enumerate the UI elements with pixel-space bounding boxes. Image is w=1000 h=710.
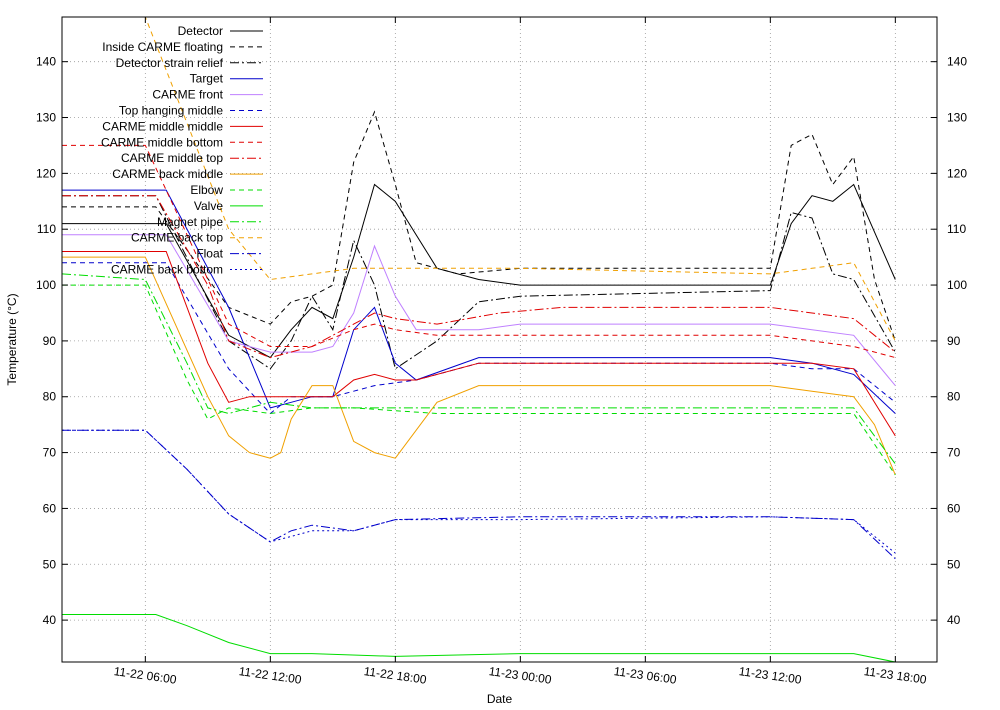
plot-frame — [61, 16, 938, 663]
y-tick-label-right: 140 — [947, 55, 967, 69]
y-tick-label: 60 — [43, 501, 57, 515]
y-axis-label: Temperature (°C) — [5, 293, 19, 385]
y-tick-label-right: 80 — [947, 390, 961, 404]
y-tick-label: 70 — [43, 446, 57, 460]
legend-label: Detector — [178, 24, 223, 38]
series-line-13 — [62, 17, 896, 342]
y-tick-label-right: 110 — [947, 222, 966, 236]
series-line-8 — [62, 195, 896, 359]
series-line-4 — [62, 234, 896, 386]
legend-label: Float — [196, 247, 223, 261]
y-tick-label: 50 — [43, 557, 57, 571]
legend-label: CARME middle top — [121, 151, 223, 165]
y-tick-label: 90 — [43, 334, 57, 348]
x-axis-label: Date — [487, 692, 513, 706]
series-line-12 — [62, 273, 896, 465]
y-tick-label-right: 90 — [947, 334, 961, 348]
legend-label: Elbow — [190, 183, 223, 197]
series-line-0 — [62, 183, 896, 359]
legend-label: CARME front — [152, 88, 223, 102]
y-tick-label: 100 — [36, 278, 56, 292]
y-tick-label: 140 — [36, 55, 56, 69]
legend-label: Detector strain relief — [116, 56, 224, 70]
y-tick-label: 110 — [37, 222, 56, 236]
y-tick-label: 80 — [43, 390, 57, 404]
legend-label: CARME back top — [131, 231, 223, 245]
y-tick-label-right: 130 — [947, 111, 967, 125]
x-tick-label: 11-23 12:00 — [738, 664, 803, 687]
legend-label: CARME back bottom — [111, 263, 223, 277]
series-line-9 — [62, 256, 896, 476]
x-tick-label: 11-22 18:00 — [363, 664, 428, 687]
y-tick-label-right: 50 — [947, 557, 961, 571]
series-line-5 — [62, 262, 896, 415]
y-tick-label-right: 120 — [947, 166, 967, 180]
y-tick-label-right: 60 — [947, 501, 961, 515]
legend-label: Target — [190, 72, 224, 86]
legend-label: CARME back middle — [112, 167, 223, 181]
x-tick-label: 11-23 06:00 — [613, 664, 678, 687]
series-line-11 — [62, 614, 896, 662]
legend-label: CARME middle bottom — [101, 135, 223, 149]
series-line-6 — [62, 251, 896, 437]
series-lines — [62, 17, 896, 662]
y-axis-left: 40 50 60 70 80 90 100 110 120 130 140 — [36, 55, 68, 627]
series-line-15 — [62, 429, 896, 554]
x-tick-label: 11-23 18:00 — [863, 664, 928, 687]
legend-label: Top hanging middle — [119, 104, 223, 118]
series-line-3 — [62, 189, 896, 414]
series-line-7 — [62, 144, 896, 359]
legend-label: CARME middle middle — [102, 119, 223, 133]
y-axis-right: 40 50 60 70 80 90 100 110 120 130 140 — [931, 55, 967, 627]
y-tick-label-right: 100 — [947, 278, 967, 292]
series-line-1 — [62, 110, 896, 342]
y-tick-label-right: 40 — [947, 613, 961, 627]
x-tick-label: 11-22 06:00 — [113, 664, 178, 687]
y-tick-label: 40 — [43, 613, 57, 627]
x-tick-label: 11-22 12:00 — [238, 664, 303, 687]
y-tick-label: 130 — [36, 111, 56, 125]
series-line-2 — [62, 195, 896, 370]
legend-label: Magnet pipe — [157, 215, 223, 229]
y-tick-label: 120 — [36, 166, 56, 180]
y-tick-label-right: 70 — [947, 446, 961, 460]
legend-label: Inside CARME floating — [102, 40, 223, 54]
x-tick-label: 11-23 00:00 — [488, 664, 553, 687]
legend-label: Valve — [194, 199, 223, 213]
legend: Detector Inside CARME floating Detector st… — [101, 24, 263, 277]
